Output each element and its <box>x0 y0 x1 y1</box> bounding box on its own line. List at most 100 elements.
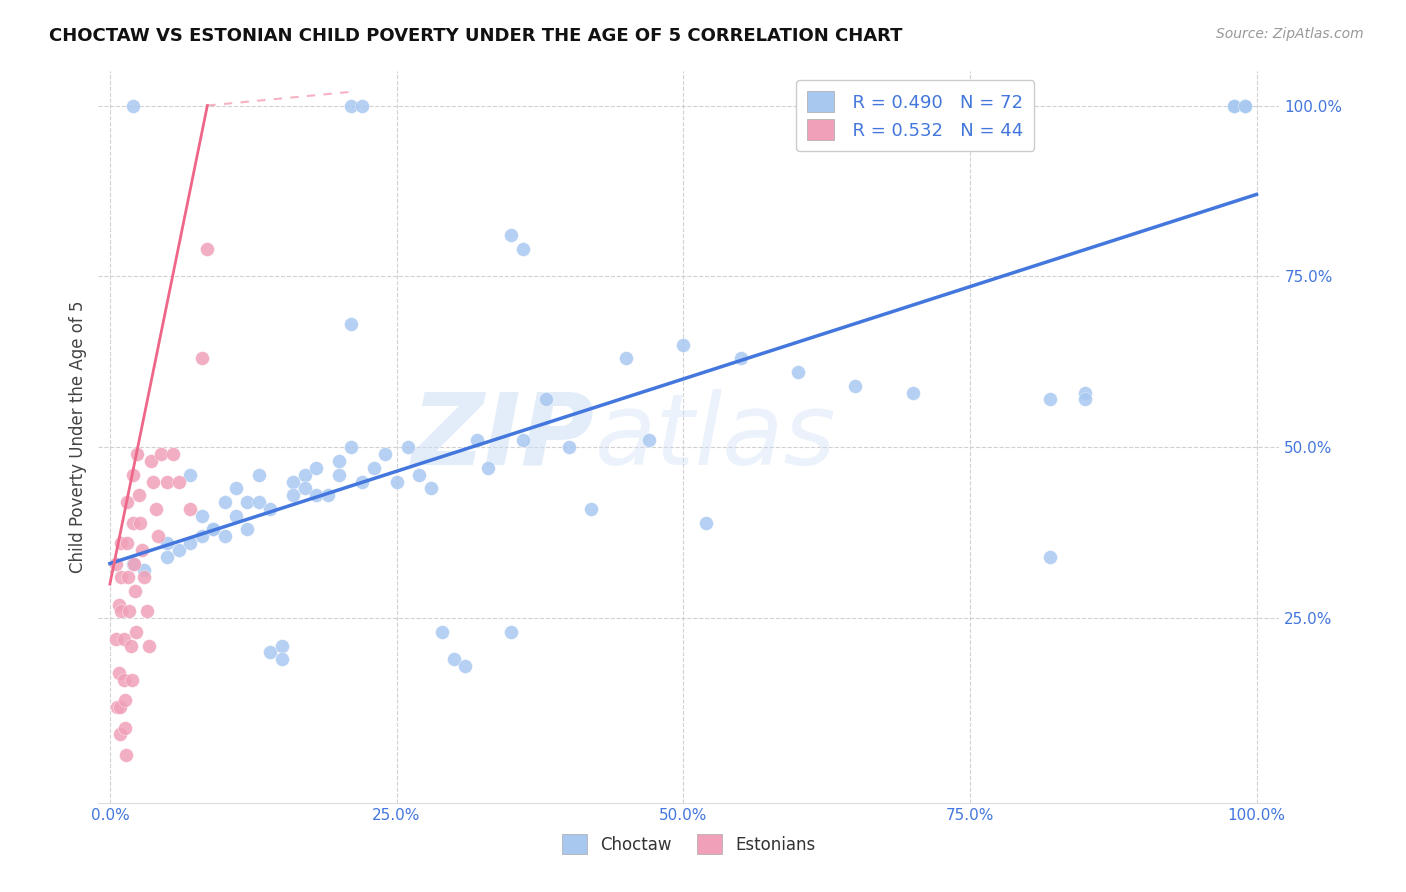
Point <box>305 460 328 475</box>
Point <box>124 583 146 598</box>
Point <box>294 481 316 495</box>
Point <box>108 598 131 612</box>
Point <box>190 508 212 523</box>
Point <box>114 693 136 707</box>
Point <box>1234 98 1257 112</box>
Point <box>214 495 236 509</box>
Point <box>108 665 131 680</box>
Point <box>294 467 316 482</box>
Y-axis label: Child Poverty Under the Age of 5: Child Poverty Under the Age of 5 <box>69 301 87 574</box>
Point <box>352 475 374 489</box>
Point <box>167 542 190 557</box>
Point <box>120 639 142 653</box>
Point <box>121 98 143 112</box>
Point <box>270 652 292 666</box>
Point <box>1222 98 1244 112</box>
Text: ZIP: ZIP <box>412 389 595 485</box>
Point <box>270 639 292 653</box>
Point <box>1222 98 1244 112</box>
Point <box>225 508 247 523</box>
Point <box>672 338 695 352</box>
Point <box>117 570 139 584</box>
Point <box>283 475 305 489</box>
Point <box>179 501 201 516</box>
Point <box>328 467 350 482</box>
Point <box>146 529 169 543</box>
Point <box>141 454 163 468</box>
Point <box>179 467 201 482</box>
Point <box>156 475 179 489</box>
Point <box>385 475 408 489</box>
Point <box>125 624 148 639</box>
Point <box>138 639 160 653</box>
Point <box>115 495 138 509</box>
Point <box>190 529 212 543</box>
Point <box>121 516 143 530</box>
Point <box>145 501 167 516</box>
Point <box>131 542 153 557</box>
Point <box>339 440 361 454</box>
Point <box>179 536 201 550</box>
Point <box>501 228 523 243</box>
Point <box>259 645 281 659</box>
Text: Source: ZipAtlas.com: Source: ZipAtlas.com <box>1216 27 1364 41</box>
Point <box>1073 392 1095 407</box>
Point <box>225 481 247 495</box>
Point <box>512 434 534 448</box>
Point <box>339 98 361 112</box>
Point <box>465 434 488 448</box>
Point <box>432 624 454 639</box>
Point <box>104 632 127 646</box>
Point <box>108 727 131 741</box>
Point <box>134 563 156 577</box>
Point <box>557 440 579 454</box>
Point <box>236 495 259 509</box>
Point <box>901 385 924 400</box>
Point <box>134 570 156 584</box>
Point <box>637 434 659 448</box>
Point <box>118 604 141 618</box>
Point <box>247 495 270 509</box>
Point <box>1039 549 1062 564</box>
Point <box>730 351 752 366</box>
Point <box>156 536 179 550</box>
Point <box>352 98 374 112</box>
Point <box>114 721 136 735</box>
Point <box>128 488 150 502</box>
Point <box>420 481 443 495</box>
Point <box>477 460 499 475</box>
Point <box>162 447 184 461</box>
Point <box>195 242 218 256</box>
Point <box>328 454 350 468</box>
Point <box>110 536 132 550</box>
Point <box>614 351 637 366</box>
Point <box>339 318 361 332</box>
Point <box>156 549 179 564</box>
Point <box>443 652 465 666</box>
Point <box>501 624 523 639</box>
Point <box>259 501 281 516</box>
Text: CHOCTAW VS ESTONIAN CHILD POVERTY UNDER THE AGE OF 5 CORRELATION CHART: CHOCTAW VS ESTONIAN CHILD POVERTY UNDER … <box>49 27 903 45</box>
Point <box>128 516 150 530</box>
Legend: Choctaw, Estonians: Choctaw, Estonians <box>555 828 823 860</box>
Point <box>316 488 339 502</box>
Point <box>121 557 143 571</box>
Point <box>374 447 396 461</box>
Point <box>108 700 131 714</box>
Point <box>105 700 128 714</box>
Text: atlas: atlas <box>595 389 837 485</box>
Point <box>121 673 143 687</box>
Point <box>786 365 808 379</box>
Point <box>1039 392 1062 407</box>
Point <box>305 488 328 502</box>
Point <box>190 351 212 366</box>
Point <box>150 447 173 461</box>
Point <box>844 379 866 393</box>
Point <box>110 604 132 618</box>
Point <box>396 440 419 454</box>
Point <box>408 467 430 482</box>
Point <box>112 673 135 687</box>
Point <box>454 659 477 673</box>
Point <box>115 747 138 762</box>
Point <box>512 242 534 256</box>
